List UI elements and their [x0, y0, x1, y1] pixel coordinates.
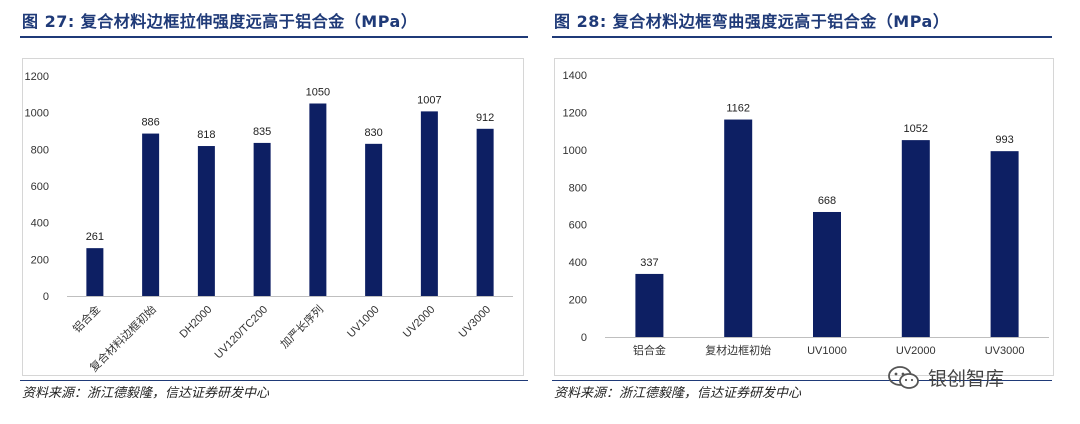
- fig28-bar: [901, 140, 930, 337]
- figure-27-chart: 020040060080010001200261铝合金886复合材料边框初始81…: [25, 71, 513, 374]
- fig28-bar: [813, 211, 841, 337]
- watermark: 银创智库: [886, 364, 1004, 391]
- fig27-category-label: 加严长序列: [277, 302, 326, 351]
- fig27-category-label: UV2000: [401, 304, 438, 341]
- figure-28-source: 资料来源：浙江德毅隆，信达证券研发中心: [554, 386, 802, 401]
- fig27-category-label: UV120/TC200: [212, 304, 270, 362]
- figure-27-source-rule: [20, 380, 528, 381]
- fig28-category-label: UV2000: [896, 345, 936, 357]
- fig27-data-label: 1007: [417, 94, 441, 106]
- fig28-category-label: 复材边框初始: [705, 343, 771, 357]
- fig27-bar: [365, 143, 383, 296]
- fig27-ytick-label: 1000: [25, 108, 49, 120]
- figure-28-chart: 0 200 400 600 800 1000 1200 1400 337 铝合金 1162 复材边框初…: [563, 70, 1049, 357]
- figure-27-source: 资料来源：浙江德毅隆，信达证券研发中心: [22, 386, 270, 401]
- fig27-data-label: 835: [253, 126, 271, 138]
- fig28-category-label: UV1000: [807, 345, 847, 357]
- fig28-data-label: 1052: [904, 123, 928, 135]
- fig27-bar: [309, 103, 327, 296]
- figure-28-title-rule: [552, 36, 1052, 38]
- figure-28-title: 图 28: 复合材料边框弯曲强度远高于铝合金（MPa）: [554, 12, 950, 31]
- fig27-data-label: 830: [364, 127, 382, 139]
- fig28-bar: [724, 119, 753, 337]
- fig27-bar: [476, 128, 494, 296]
- wechat-icon: [888, 365, 919, 389]
- figure-27-title: 图 27: 复合材料边框拉伸强度远高于铝合金（MPa）: [22, 12, 418, 31]
- fig27-category-label: UV3000: [457, 304, 494, 341]
- fig28-ytick-label: 600: [569, 220, 587, 232]
- fig28-ytick-label: 1200: [563, 107, 587, 119]
- fig28-ytick-label: 800: [569, 182, 587, 194]
- watermark-text: 银创智库: [928, 368, 1005, 390]
- fig27-category-label: 铝合金: [70, 302, 103, 335]
- fig28-ytick-label: 1400: [563, 70, 587, 82]
- fig27-data-label: 886: [141, 117, 159, 129]
- fig28-ytick-label: 1000: [563, 145, 587, 157]
- fig27-ytick-label: 800: [31, 144, 49, 156]
- fig27-ytick-label: 1200: [25, 71, 49, 83]
- fig27-data-label: 818: [197, 129, 215, 141]
- fig28-bar: [635, 273, 664, 337]
- fig27-ytick-label: 600: [31, 181, 49, 193]
- figure-28-source-rule: [552, 380, 1052, 381]
- fig27-category-label: DH2000: [177, 304, 214, 341]
- fig28-ytick-label: 200: [569, 295, 587, 307]
- fig28-data-label: 668: [818, 195, 836, 207]
- fig27-bar: [142, 133, 160, 296]
- figure-27-panel: 图 27: 复合材料边框拉伸强度远高于铝合金（MPa） 0 200 400 600 80…: [20, 12, 528, 401]
- fig27-data-label: 261: [86, 231, 104, 243]
- fig27-bar: [86, 248, 104, 296]
- fig28-data-label: 993: [995, 134, 1013, 146]
- fig28-ytick-label: 400: [569, 257, 587, 269]
- fig27-category-label: UV1000: [345, 304, 382, 341]
- fig28-category-label: 铝合金: [633, 343, 666, 357]
- fig28-ytick-label: 0: [581, 332, 587, 344]
- fig28-bar: [990, 151, 1019, 337]
- figure-28-chart-frame: 0 200 400 600 800 1000 1200 1400 337 铝合金 1162 复材边框初…: [554, 58, 1054, 376]
- fig27-data-label: 912: [476, 112, 494, 124]
- fig27-ytick-label: 0: [43, 291, 49, 303]
- figure-28-panel: 图 28: 复合材料边框弯曲强度远高于铝合金（MPa） 0 200 400 600 80…: [540, 0, 1080, 424]
- fig28-data-label: 337: [640, 257, 658, 269]
- fig27-bar: [253, 142, 271, 296]
- figure-27-title-rule: [20, 36, 528, 38]
- fig28-data-label: 1162: [726, 103, 750, 115]
- fig28-category-label: UV3000: [985, 345, 1025, 357]
- fig27-bar: [197, 146, 215, 296]
- fig27-ytick-label: 400: [31, 218, 49, 230]
- fig27-ytick-label: 200: [31, 254, 49, 266]
- fig27-data-label: 1050: [306, 87, 330, 99]
- figure-27-chart-frame: 0 200 400 600 800 1000 1200 261 铝合金 886 复合材料边框初始 81…: [22, 58, 524, 376]
- fig27-bar: [420, 111, 438, 296]
